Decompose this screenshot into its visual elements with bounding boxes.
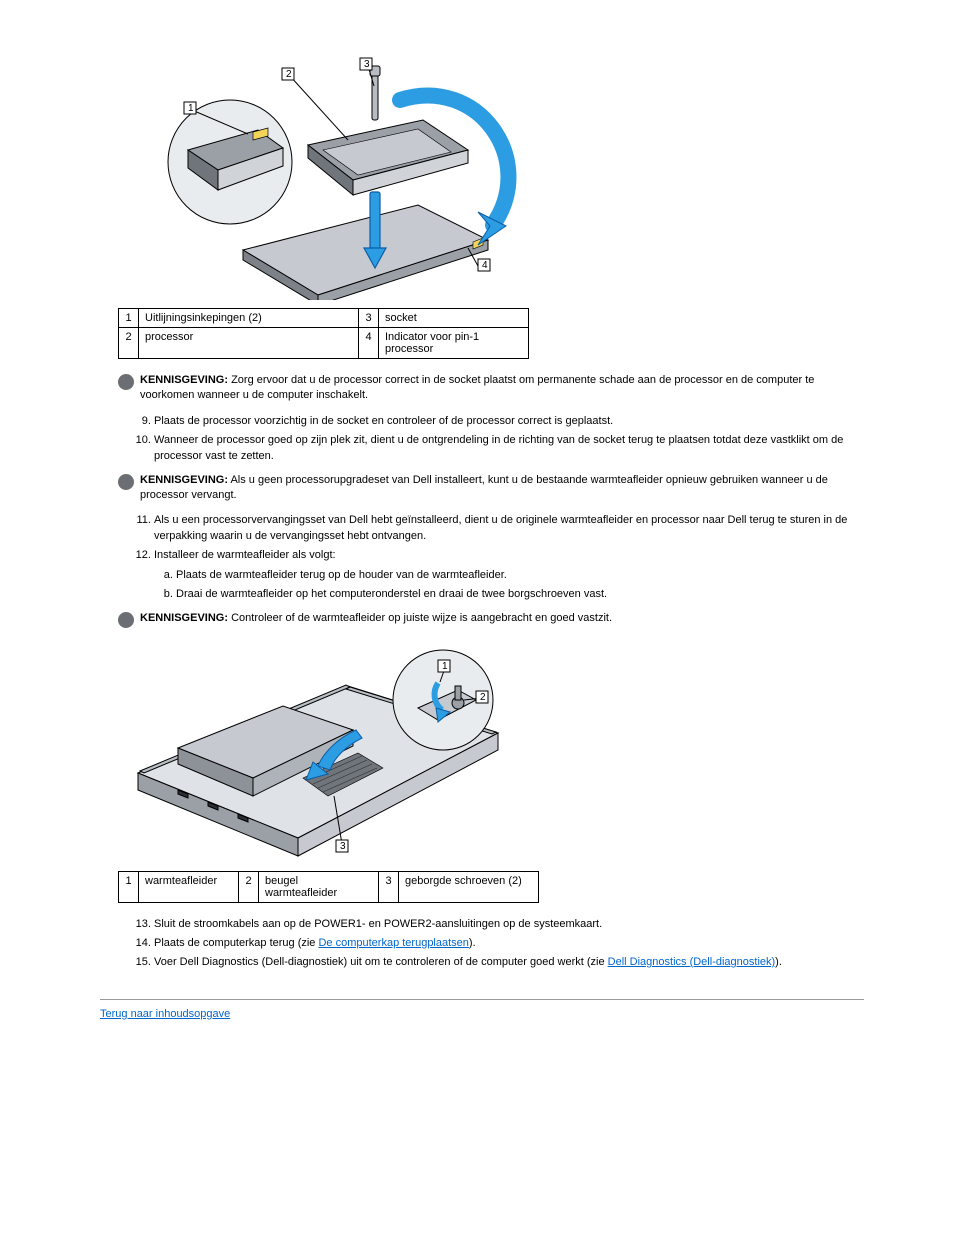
notice-2: KENNISGEVING: Als u geen processorupgrad… <box>118 473 864 504</box>
notice-1-label: KENNISGEVING: <box>140 374 228 386</box>
step-9: Plaats de processor voorzichtig in de so… <box>154 414 864 430</box>
svg-text:3: 3 <box>340 841 346 852</box>
steps-b: Als u een processorvervangingsset van De… <box>118 513 864 603</box>
step-12b: Draai de warmteafleider op het computero… <box>176 587 864 603</box>
step-14-suffix: ). <box>469 937 476 949</box>
legend2-r0c4: 3 <box>379 872 399 903</box>
figure-heatsink-install: 1 2 3 <box>118 638 864 863</box>
figure1-legend: 1 Uitlijningsinkepingen (2) 3 socket 2 p… <box>118 308 529 359</box>
step-10: Wanneer de processor goed op zijn plek z… <box>154 433 864 465</box>
svg-text:2: 2 <box>480 692 486 703</box>
figure2-legend: 1 warmteafleider 2 beugel warmteafleider… <box>118 871 539 903</box>
step-14-prefix: Plaats de computerkap terug (zie <box>154 937 318 949</box>
notice-arrow-icon <box>118 612 134 628</box>
step-12-sub: Plaats de warmteafleider terug op de hou… <box>154 568 864 603</box>
link-computer-cover[interactable]: De computerkap terugplaatsen <box>318 937 468 949</box>
legend1-r1c3: Indicator voor pin-1 processor <box>379 328 529 359</box>
svg-text:1: 1 <box>188 103 194 114</box>
notice-3-body: KENNISGEVING: Controleer of de warmteafl… <box>140 611 864 626</box>
notice-3: KENNISGEVING: Controleer of de warmteafl… <box>118 611 864 628</box>
notice-3-text: Controleer of de warmteafleider op juist… <box>231 612 612 624</box>
notice-2-label: KENNISGEVING: <box>140 474 228 486</box>
legend1-r0c1: Uitlijningsinkepingen (2) <box>139 309 359 328</box>
notice-arrow-icon <box>118 374 134 390</box>
steps-c: Sluit de stroomkabels aan op de POWER1- … <box>118 917 864 971</box>
back-to-contents: Terug naar inhoudsopgave <box>100 1008 864 1020</box>
back-link[interactable]: Terug naar inhoudsopgave <box>100 1008 230 1020</box>
svg-text:1: 1 <box>442 661 448 672</box>
legend1-r0c2: 3 <box>359 309 379 328</box>
step-15: Voer Dell Diagnostics (Dell-diagnostiek)… <box>154 955 864 971</box>
notice-3-label: KENNISGEVING: <box>140 612 228 624</box>
legend1-r1c0: 2 <box>119 328 139 359</box>
legend2-r0c0: 1 <box>119 872 139 903</box>
legend1-r0c3: socket <box>379 309 529 328</box>
notice-2-body: KENNISGEVING: Als u geen processorupgrad… <box>140 473 864 504</box>
legend2-r0c2: 2 <box>239 872 259 903</box>
notice-1-text: Zorg ervoor dat u de processor correct i… <box>140 374 814 401</box>
figure1-svg: 1 2 3 4 <box>118 40 538 300</box>
figure2-svg: 1 2 3 <box>118 638 538 863</box>
legend1-r0c0: 1 <box>119 309 139 328</box>
legend1-r1c2: 4 <box>359 328 379 359</box>
svg-text:2: 2 <box>286 69 292 80</box>
step-12: Installeer de warmteafleider als volgt: … <box>154 548 864 603</box>
svg-text:4: 4 <box>482 260 488 271</box>
notice-1: KENNISGEVING: Zorg ervoor dat u de proce… <box>118 373 864 404</box>
step-13: Sluit de stroomkabels aan op de POWER1- … <box>154 917 864 933</box>
legend2-r0c3: beugel warmteafleider <box>259 872 379 903</box>
step-15-prefix: Voer Dell Diagnostics (Dell-diagnostiek)… <box>154 956 608 968</box>
legend1-r1c1: processor <box>139 328 359 359</box>
legend2-r0c1: warmteafleider <box>139 872 239 903</box>
step-12a: Plaats de warmteafleider terug op de hou… <box>176 568 864 584</box>
link-dell-diagnostics[interactable]: Dell Diagnostics (Dell-diagnostiek) <box>608 956 776 968</box>
figure-processor-socket: 1 2 3 4 <box>118 40 864 300</box>
steps-a: Plaats de processor voorzichtig in de so… <box>118 414 864 465</box>
notice-1-body: KENNISGEVING: Zorg ervoor dat u de proce… <box>140 373 864 404</box>
section-divider <box>100 999 864 1000</box>
step-12-text: Installeer de warmteafleider als volgt: <box>154 549 336 561</box>
step-11: Als u een processorvervangingsset van De… <box>154 513 864 545</box>
notice-2-text: Als u geen processorupgradeset van Dell … <box>140 474 828 501</box>
step-15-suffix: ). <box>775 956 782 968</box>
step-14: Plaats de computerkap terug (zie De comp… <box>154 936 864 952</box>
legend2-r0c5: geborgde schroeven (2) <box>399 872 539 903</box>
notice-arrow-icon <box>118 474 134 490</box>
svg-text:3: 3 <box>364 59 370 70</box>
